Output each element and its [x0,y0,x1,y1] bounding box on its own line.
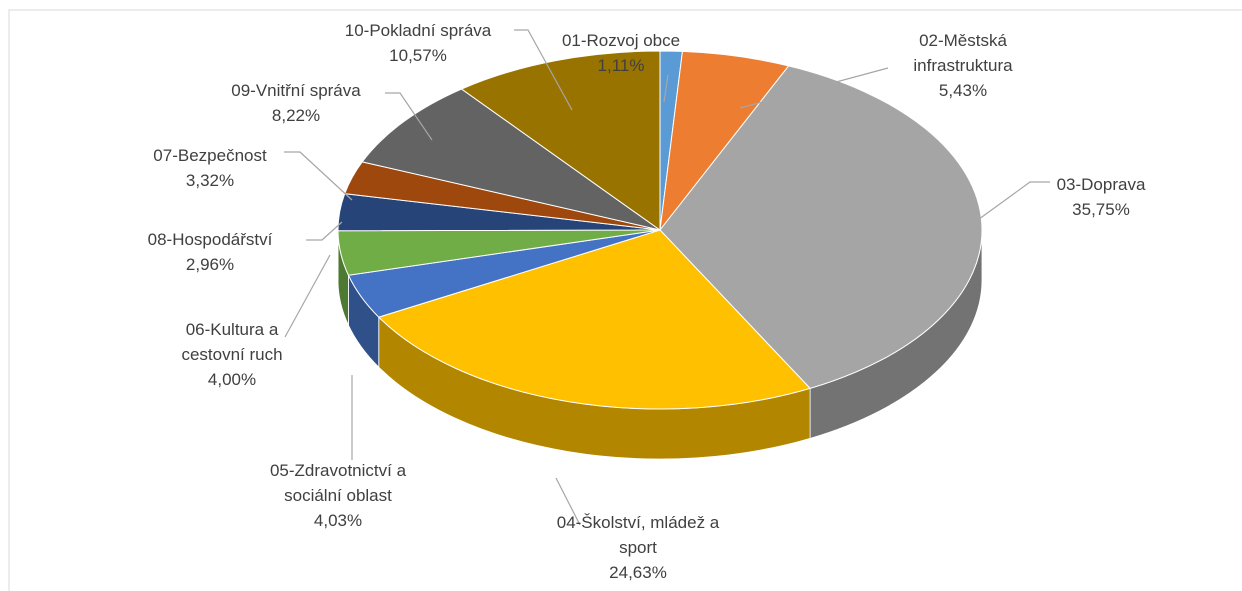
leader-line [284,254,331,338]
label-name: 03-Doprava [1056,175,1146,194]
label-value: 4,00% [207,370,257,389]
data-label: 09-Vnitřní správa 8,22% [211,78,381,128]
leader-line [514,29,573,111]
label-name: 09-Vnitřní správa [231,81,361,100]
data-label: 08-Hospodářství 2,96% [130,227,290,277]
slice [460,50,661,231]
data-label: 10-Pokladní správa 10,57% [328,18,508,68]
label-name: 05-Zdravotnictví a sociální oblast [269,461,407,505]
leader-line [306,221,343,241]
leader-line [555,477,581,526]
leader-lines [284,29,1050,526]
data-label: 03-Doprava 35,75% [1041,172,1161,222]
leader-line [739,67,889,109]
label-value: 10,57% [389,46,447,65]
data-label: 04-Školství, mládež a sport 24,63% [543,510,733,585]
label-name: 10-Pokladní správa [344,21,492,40]
label-name: 07-Bezpečnost [153,146,267,165]
slice [377,229,812,410]
slices [337,50,983,460]
label-name: 04-Školství, mládež a sport [556,513,720,557]
data-label: 07-Bezpečnost 3,32% [135,143,285,193]
label-value: 4,03% [313,511,363,530]
label-value: 35,75% [1072,200,1130,219]
leader-line [974,181,1050,223]
leader-line [385,92,433,141]
data-label: 01-Rozvoj obce 1,11% [546,28,696,78]
label-name: 08-Hospodářství [147,230,273,249]
data-label: 02-Městská infrastruktura 5,43% [883,28,1043,103]
leader-line [284,151,353,201]
chart-frame [8,9,1242,591]
label-value: 8,22% [271,106,321,125]
label-value: 5,43% [938,81,988,100]
label-value: 3,32% [185,171,235,190]
data-label: 06-Kultura a cestovní ruch 4,00% [167,317,297,392]
label-value: 1,11% [597,56,645,75]
data-label: 05-Zdravotnictví a sociální oblast 4,03% [253,458,423,533]
label-value: 24,63% [609,563,667,582]
label-value: 2,96% [185,255,235,274]
slice [659,65,983,389]
label-name: 01-Rozvoj obce [561,31,681,50]
leader-line [663,74,669,103]
label-name: 06-Kultura a cestovní ruch [181,320,283,364]
slice [361,88,661,231]
label-name: 02-Městská infrastruktura [913,31,1013,75]
